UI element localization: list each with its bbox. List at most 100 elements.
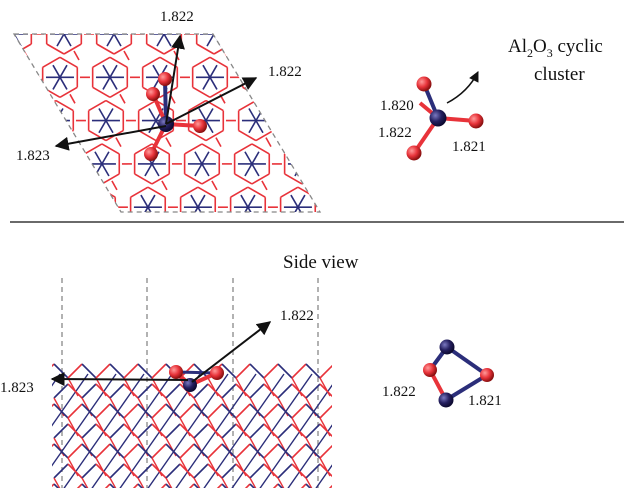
lattice-bond (95, 443, 111, 459)
lattice-bond (356, 101, 373, 111)
lattice-bond (248, 108, 257, 122)
lattice-bond (313, 43, 320, 55)
lattice-bond (544, 238, 551, 250)
lattice-bond (0, 195, 5, 207)
label-top-1822: 1.822 (160, 9, 194, 25)
lattice-bond (238, 99, 257, 112)
lattice-bond (370, 94, 375, 103)
lattice-bond (215, 137, 222, 147)
lattice-bond (73, 304, 90, 314)
lattice-bond (193, 403, 209, 419)
lattice-bond (240, 194, 249, 208)
lattice-bond (199, 433, 215, 455)
lattice-bond (309, 76, 318, 90)
lattice-bond (193, 483, 200, 488)
lattice-bond (109, 423, 125, 439)
lattice-bond (305, 403, 321, 419)
lattice-bond (115, 433, 131, 455)
side-view-title: Side view (283, 252, 359, 273)
lattice-bond (351, 1, 368, 11)
aluminum-atom (429, 109, 447, 127)
lattice-bond (55, 129, 74, 142)
lattice-bond (278, 8, 283, 17)
lattice-bond (324, 51, 329, 60)
lattice-bond (67, 443, 83, 459)
lattice-bond (453, 65, 460, 77)
lattice-bond (177, 231, 194, 241)
lattice-bond (118, 0, 125, 3)
lattice-bond (554, 268, 559, 277)
lattice-bond (495, 152, 502, 164)
lattice-bond (203, 473, 215, 488)
lattice-bond (18, 0, 25, 3)
lattice-bond (449, 121, 456, 133)
lattice-bond (179, 403, 195, 419)
lattice-bond (277, 383, 293, 399)
lattice-bond (104, 268, 109, 277)
lattice-bond (290, 282, 297, 294)
lattice-bond (288, 129, 307, 142)
lattice-bond (55, 99, 74, 112)
lattice-bond (233, 282, 240, 294)
lattice-bond (296, 43, 315, 55)
lattice-bond (190, 304, 207, 314)
lattice-bond (297, 453, 313, 475)
lattice-bond (95, 383, 111, 399)
lattice-bond (361, 0, 368, 3)
lattice-bond (54, 268, 59, 277)
lattice-bond (201, 173, 220, 185)
lattice-bond (157, 413, 173, 435)
lattice-bond (165, 443, 181, 459)
oxygen-atom (210, 366, 224, 380)
lattice-bond (51, 163, 60, 177)
lattice-bond (390, 274, 407, 284)
lattice-bond (137, 251, 144, 263)
lattice-bond (52, 363, 55, 368)
lattice-bond (216, 483, 223, 488)
lattice-bond (205, 108, 214, 122)
lattice-bond (87, 238, 94, 250)
lattice-bond (364, 14, 381, 24)
lattice-bond (193, 383, 209, 399)
lattice-bond (362, 181, 367, 190)
lattice-bond (38, 129, 57, 142)
lattice-bond (83, 282, 90, 294)
lattice-bond (427, 231, 444, 241)
lattice-bond (53, 383, 69, 399)
lattice-bond (14, 180, 18, 191)
lattice-bond (235, 463, 251, 479)
lattice-bond (94, 251, 101, 263)
lattice-bond (248, 120, 257, 134)
lattice-bond (483, 294, 490, 306)
lattice-bond (206, 34, 215, 47)
lattice-bond (111, 180, 118, 191)
lattice-bond (360, 57, 377, 67)
lattice-bond (339, 101, 356, 111)
lattice-bond (494, 251, 501, 263)
lattice-bond (352, 152, 359, 164)
lattice-bond (255, 129, 274, 142)
lattice-bond (348, 424, 362, 438)
lattice-bond (269, 413, 285, 435)
lattice-bond (185, 453, 201, 475)
lattice-bond (452, 174, 469, 184)
lattice-bond (94, 151, 103, 165)
arrow-side-left (50, 372, 189, 387)
lattice-bond (347, 44, 364, 54)
lattice-bond (40, 304, 57, 314)
lattice-bond (50, 311, 55, 320)
lattice-bond (218, 0, 225, 3)
lattice-bond (132, 483, 139, 488)
lattice-bond (221, 383, 237, 399)
lattice-bond (230, 186, 249, 198)
lattice-bond (328, 484, 332, 488)
lattice-bond (221, 403, 237, 419)
lattice-bond (142, 56, 161, 68)
lattice-bond (235, 423, 251, 439)
lattice-bond (297, 206, 306, 212)
lattice-bond (333, 294, 340, 306)
lattice-bond (412, 181, 417, 190)
lattice-bond (500, 311, 505, 320)
lattice-bond (450, 311, 455, 320)
lattice-bond (487, 238, 494, 250)
